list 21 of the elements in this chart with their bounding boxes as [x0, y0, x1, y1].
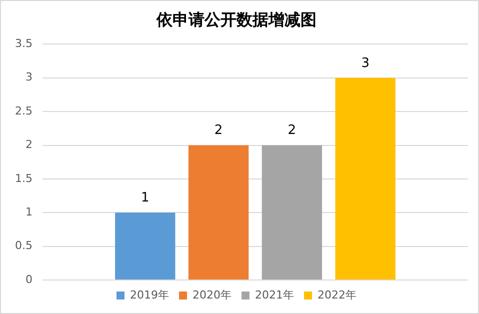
- legend-label: 2021年: [255, 288, 294, 302]
- y-tick-label: 3.5: [14, 37, 32, 50]
- bar: [262, 145, 322, 280]
- legend-label: 2022年: [317, 288, 356, 302]
- y-tick-label: 1: [25, 205, 32, 218]
- y-tick-label: 0.5: [14, 239, 32, 252]
- y-tick-label: 2: [25, 138, 32, 152]
- data-label: 3: [361, 56, 370, 71]
- data-label: 1: [141, 190, 150, 206]
- chart-title: 依申请公开数据增减图: [156, 10, 316, 29]
- y-tick-label: 1.5: [14, 172, 32, 185]
- data-label: 2: [214, 123, 223, 138]
- y-tick-label: 3: [25, 70, 32, 84]
- bar: [188, 145, 249, 280]
- y-tick-label: 0: [25, 272, 32, 286]
- legend-label: 2020年: [192, 288, 232, 302]
- bar: [335, 78, 396, 280]
- data-label: 2: [288, 123, 296, 138]
- bar: [115, 212, 176, 280]
- y-tick-label: 2.5: [14, 104, 32, 118]
- legend-label: 2019年: [130, 288, 170, 302]
